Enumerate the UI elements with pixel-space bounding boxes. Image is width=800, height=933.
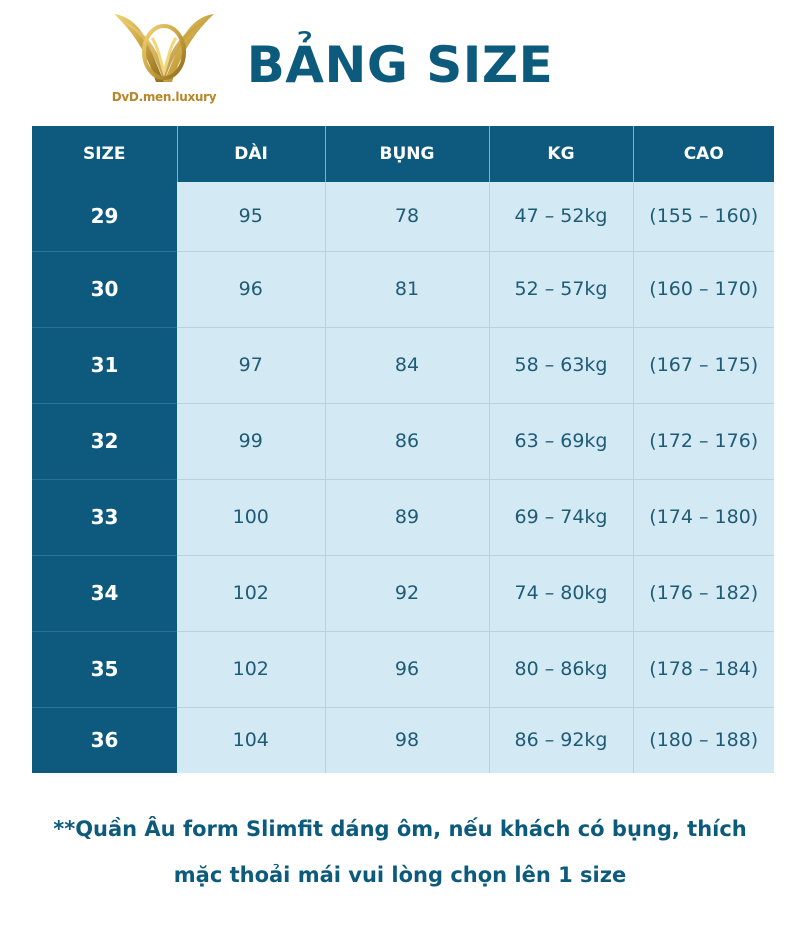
length-cell: 97 xyxy=(177,327,326,404)
column-header-length: DÀI xyxy=(177,126,326,182)
weight-cell: 58 – 63kg xyxy=(489,327,634,404)
height-cell: (160 – 170) xyxy=(633,251,774,328)
length-cell: 100 xyxy=(177,479,326,556)
weight-cell: 69 – 74kg xyxy=(489,479,634,556)
weight-cell: 86 – 92kg xyxy=(489,707,634,773)
column-header-weight: KG xyxy=(489,126,634,182)
weight-cell: 80 – 86kg xyxy=(489,631,634,708)
table-row: 34 102 92 74 – 80kg (176 – 182) xyxy=(32,555,774,632)
height-cell: (178 – 184) xyxy=(633,631,774,708)
length-cell: 102 xyxy=(177,555,326,632)
size-cell: 36 xyxy=(32,707,177,773)
length-cell: 104 xyxy=(177,707,326,773)
size-table: SIZE DÀI BỤNG KG CAO 29 95 78 47 – 52kg … xyxy=(32,126,774,773)
height-cell: (176 – 182) xyxy=(633,555,774,632)
waist-cell: 96 xyxy=(325,631,490,708)
length-cell: 99 xyxy=(177,403,326,480)
weight-cell: 47 – 52kg xyxy=(489,182,634,252)
waist-cell: 98 xyxy=(325,707,490,773)
fit-note-line-1: **Quần Âu form Slimfit dáng ôm, nếu khác… xyxy=(53,817,747,841)
size-cell: 30 xyxy=(32,251,177,328)
table-row: 35 102 96 80 – 86kg (178 – 184) xyxy=(32,631,774,708)
table-row: 36 104 98 86 – 92kg (180 – 188) xyxy=(32,707,774,773)
table-row: 32 99 86 63 – 69kg (172 – 176) xyxy=(32,403,774,480)
table-row: 30 96 81 52 – 57kg (160 – 170) xyxy=(32,251,774,328)
waist-cell: 78 xyxy=(325,182,490,252)
size-cell: 33 xyxy=(32,479,177,556)
fit-note: **Quần Âu form Slimfit dáng ôm, nếu khác… xyxy=(20,806,780,898)
size-cell: 32 xyxy=(32,403,177,480)
waist-cell: 81 xyxy=(325,251,490,328)
waist-cell: 92 xyxy=(325,555,490,632)
size-cell: 35 xyxy=(32,631,177,708)
table-row: 31 97 84 58 – 63kg (167 – 175) xyxy=(32,327,774,404)
weight-cell: 74 – 80kg xyxy=(489,555,634,632)
size-cell: 34 xyxy=(32,555,177,632)
column-header-waist: BỤNG xyxy=(325,126,490,182)
size-cell: 31 xyxy=(32,327,177,404)
waist-cell: 84 xyxy=(325,327,490,404)
fit-note-line-2: mặc thoải mái vui lòng chọn lên 1 size xyxy=(173,863,627,887)
height-cell: (174 – 180) xyxy=(633,479,774,556)
gold-v-emblem-icon xyxy=(114,14,214,82)
length-cell: 102 xyxy=(177,631,326,708)
length-cell: 95 xyxy=(177,182,326,252)
size-cell: 29 xyxy=(32,182,177,252)
waist-cell: 86 xyxy=(325,403,490,480)
page-title: BẢNG SIZE xyxy=(246,36,554,94)
height-cell: (172 – 176) xyxy=(633,403,774,480)
height-cell: (180 – 188) xyxy=(633,707,774,773)
brand-name: DvD.men.luxury xyxy=(111,90,217,104)
table-row: 29 95 78 47 – 52kg (155 – 160) xyxy=(32,182,774,252)
weight-cell: 63 – 69kg xyxy=(489,403,634,480)
column-header-height: CAO xyxy=(633,126,774,182)
column-header-size: SIZE xyxy=(32,126,178,182)
length-cell: 96 xyxy=(177,251,326,328)
height-cell: (167 – 175) xyxy=(633,327,774,404)
height-cell: (155 – 160) xyxy=(633,182,774,252)
weight-cell: 52 – 57kg xyxy=(489,251,634,328)
table-row: 33 100 89 69 – 74kg (174 – 180) xyxy=(32,479,774,556)
table-header-row: SIZE DÀI BỤNG KG CAO xyxy=(32,126,774,182)
waist-cell: 89 xyxy=(325,479,490,556)
brand-logo: DvD.men.luxury xyxy=(108,8,220,104)
